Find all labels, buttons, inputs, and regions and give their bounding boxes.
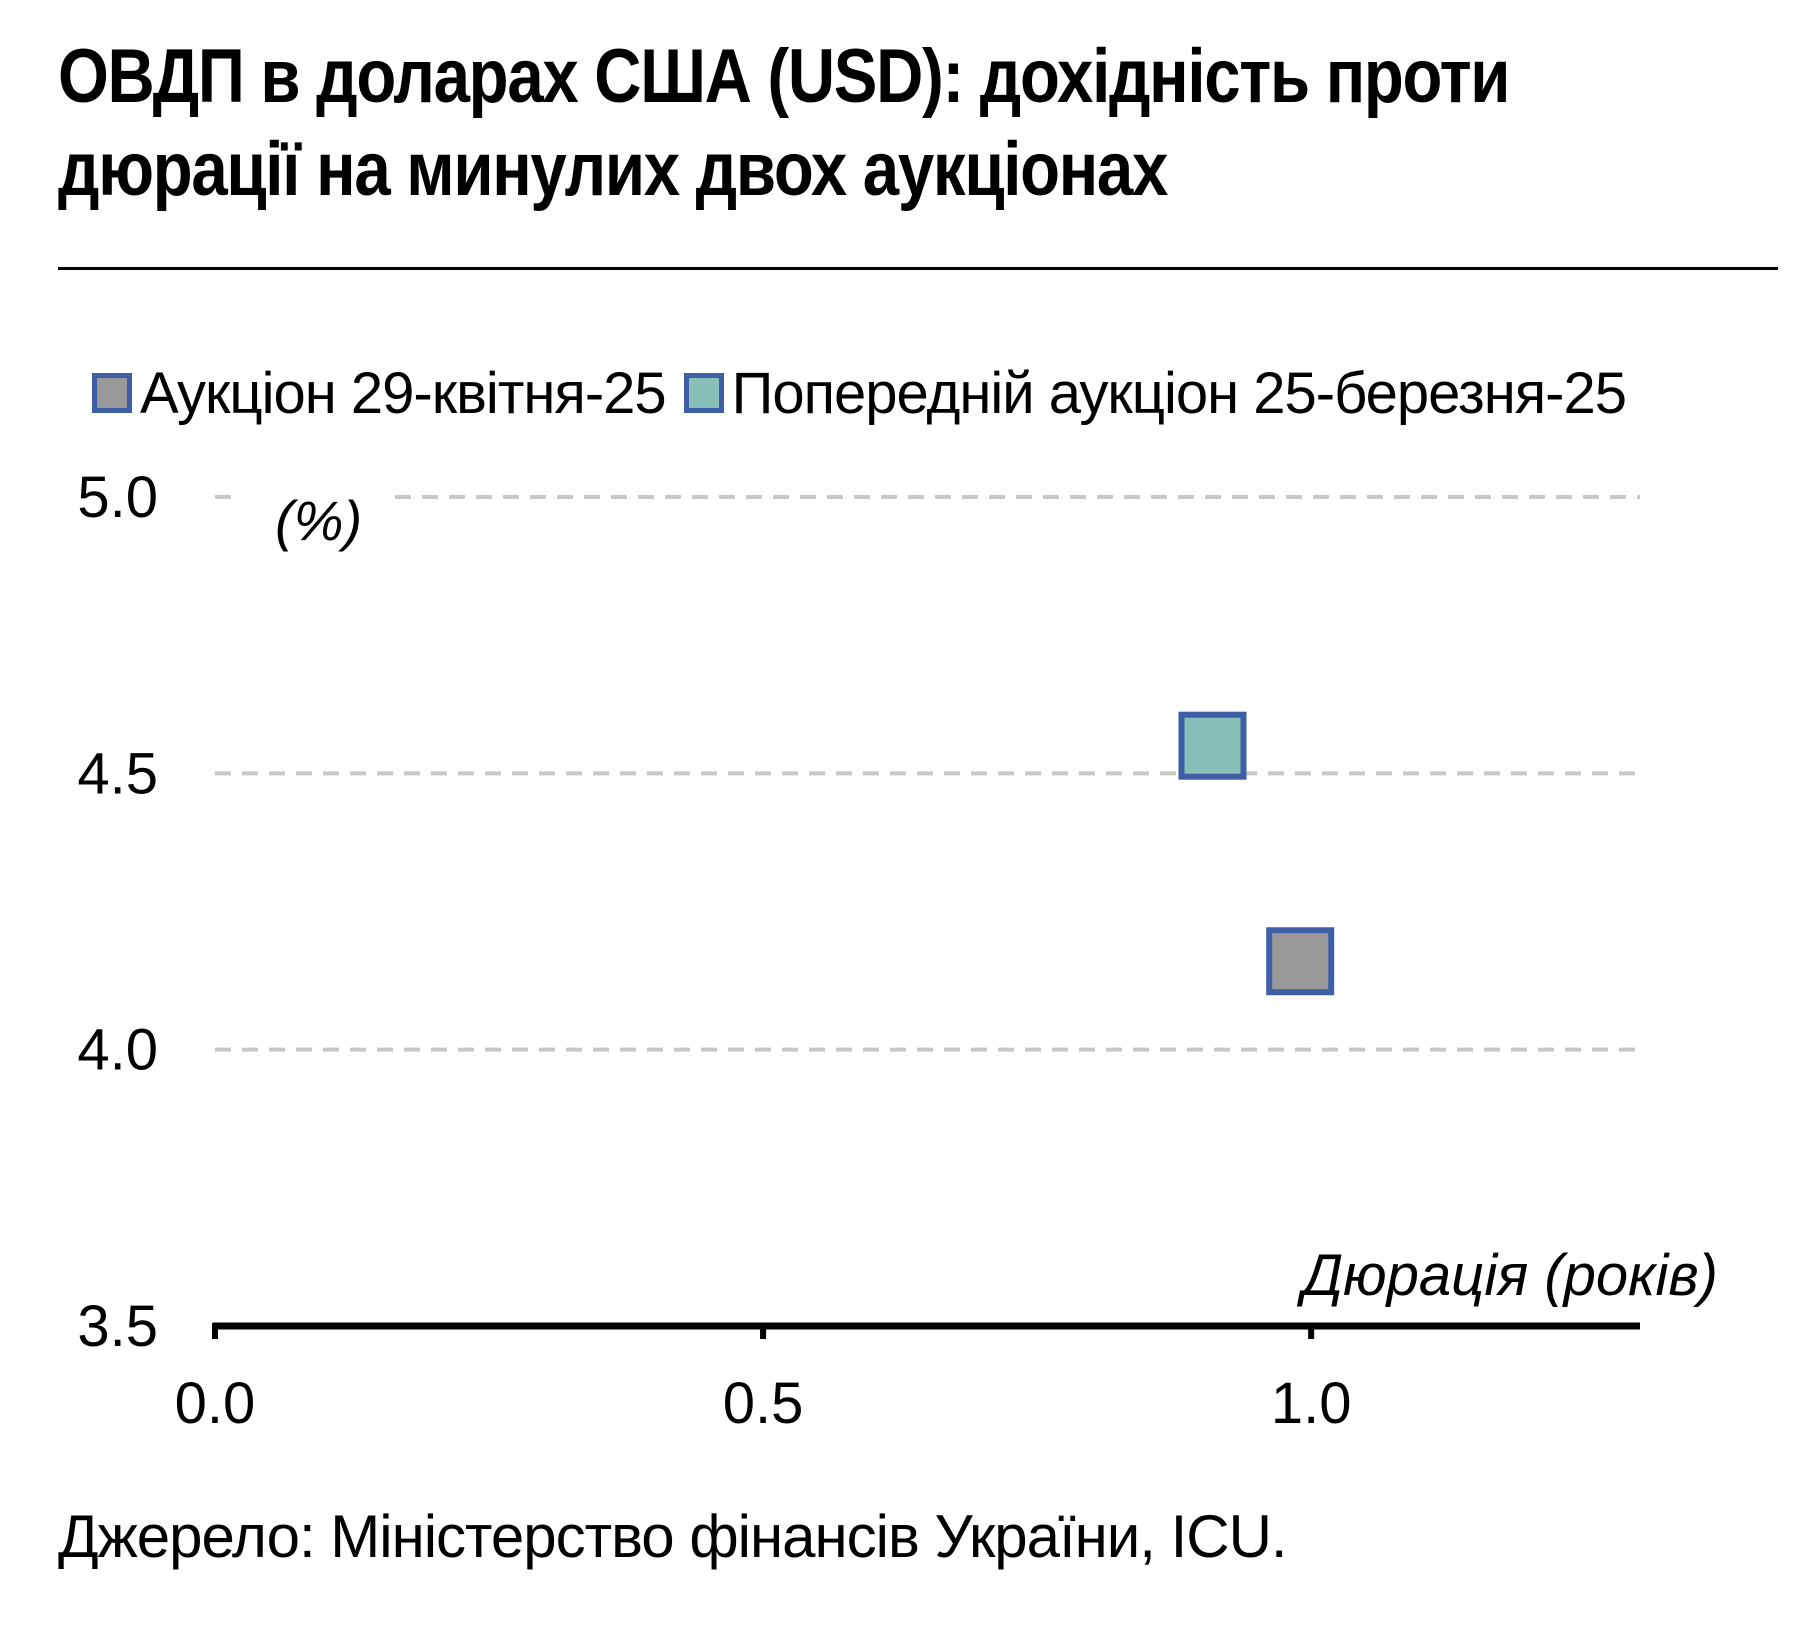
legend-swatch-series-1	[92, 373, 132, 413]
legend-label-series-1: Аукціон 29-квітня-25	[140, 360, 667, 426]
title-divider	[58, 267, 1778, 270]
x-tick-label: 0.0	[175, 1371, 256, 1436]
legend-swatch-series-2	[683, 373, 724, 413]
x-tick-label: 0.5	[723, 1371, 804, 1436]
legend-item-series-1: Аукціон 29-квітня-25	[92, 360, 667, 427]
legend-item-series-2: Попередній аукціон 25-березня-25	[683, 360, 1627, 427]
source-note: Джерело: Міністерство фінансів України, …	[58, 1503, 1288, 1570]
data-point-series-1	[1266, 927, 1335, 996]
chart-legend: Аукціон 29-квітня-25 Попередній аукціон …	[92, 358, 1644, 428]
y-tick-label: 3.5	[77, 1294, 158, 1359]
data-point-series-2	[1178, 711, 1247, 780]
y-axis-label: (%)	[275, 489, 362, 552]
y-tick-label: 5.0	[77, 465, 158, 530]
legend-label-series-2: Попередній аукціон 25-березня-25	[731, 360, 1627, 426]
x-tick-label: 1.0	[1271, 1371, 1352, 1436]
y-tick-label: 4.0	[77, 1018, 158, 1083]
y-tick-label: 4.5	[77, 741, 158, 806]
x-axis-label: Дюрація (років)	[1296, 1243, 1718, 1308]
chart-title: ОВДП в доларах США (USD): дохідність про…	[58, 34, 1510, 213]
